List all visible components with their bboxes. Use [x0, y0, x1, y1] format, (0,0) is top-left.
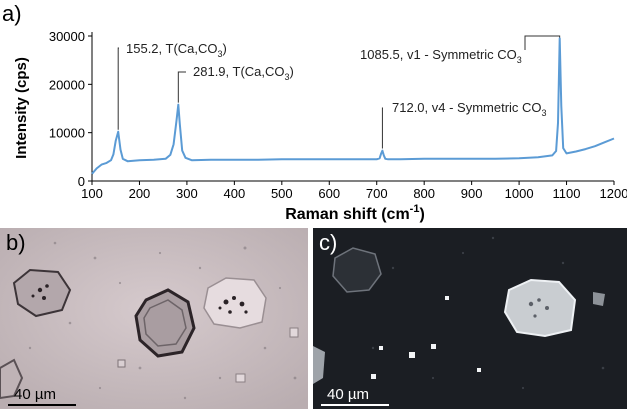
annotation-subscript: 3: [285, 72, 290, 82]
peak-annotation-label: 1085.5, v1 - Symmetric CO3: [360, 47, 522, 65]
scale-bar-label-c: 40 µm: [327, 386, 369, 403]
y-axis-label: Intensity (cps): [13, 57, 30, 159]
micrograph-b: b) 40 µm: [0, 228, 308, 409]
annotation-subscript: 3: [542, 108, 547, 118]
x-tick-label: 900: [461, 186, 483, 201]
tick-labels: 100 200 300 400 500 600 700 800 900 1000 1100 1200 0…: [49, 29, 627, 201]
y-tick-label: 20000: [49, 77, 85, 92]
scale-bar-c: [321, 404, 389, 406]
x-tick-label: 500: [271, 186, 293, 201]
spectrum-line-0: [91, 37, 615, 175]
x-tick-label: 100: [81, 186, 103, 201]
micrograph-b-image: [0, 228, 308, 409]
panel-label-b: b): [6, 230, 26, 255]
micrograph-c: c) 40 µm: [313, 228, 627, 409]
x-axis-label-end: ): [419, 206, 424, 223]
x-tick-label: 200: [129, 186, 151, 201]
peak-annotation-label: 281.9, T(Ca,CO3): [193, 64, 294, 82]
annotation-subscript: 3: [517, 55, 522, 65]
scale-bar-label-b: 40 µm: [14, 386, 56, 403]
spectrum-series: [91, 37, 615, 175]
annotation-subscript: 3: [218, 49, 223, 59]
peak-annotation-label: 712.0, v4 - Symmetric CO3: [392, 100, 547, 118]
annotation-leader: [524, 35, 561, 50]
annotation-text: 1085.5, v1 - Symmetric CO: [360, 47, 517, 62]
x-axis-label-sup: -1: [410, 203, 420, 215]
panel-label-a: a): [2, 1, 22, 26]
x-tick-label: 300: [176, 186, 198, 201]
annotation-end: ): [290, 64, 294, 79]
x-tick-label: 1200: [600, 186, 627, 201]
x-tick-label: 400: [224, 186, 246, 201]
x-tick-label: 700: [366, 186, 388, 201]
raman-spectrum-chart: a) 100 200 300 400 500 600 700 800 900 1000 1100 12…: [2, 1, 627, 223]
x-tick-label: 600: [318, 186, 340, 201]
peak-annotations: 155.2, T(Ca,CO3)281.9, T(Ca,CO3)712.0, v…: [117, 35, 561, 149]
annotation-text: 712.0, v4 - Symmetric CO: [392, 100, 542, 115]
x-tick-label: 1100: [553, 186, 581, 201]
x-tick-label: 800: [413, 186, 435, 201]
annotation-leader: [177, 71, 186, 103]
peak-annotation-label: 155.2, T(Ca,CO3): [126, 41, 227, 59]
x-axis-label-main: Raman shift (cm: [285, 206, 409, 223]
y-tick-label: 10000: [49, 126, 85, 141]
panel-label-c: c): [319, 230, 338, 255]
annotation-leader: [117, 47, 119, 130]
annotation-text: 155.2, T(Ca,CO: [126, 41, 218, 56]
annotation-text: 281.9, T(Ca,CO: [193, 64, 285, 79]
chart-axes: [91, 32, 614, 182]
y-tick-label: 0: [78, 174, 85, 189]
micrograph-c-image: [313, 228, 627, 409]
x-tick-label: 1000: [505, 186, 534, 201]
scale-bar-b: [8, 404, 76, 406]
x-axis-label: Raman shift (cm-1): [285, 203, 425, 223]
y-tick-label: 30000: [49, 29, 85, 44]
annotation-leader: [381, 107, 383, 149]
annotation-end: ): [223, 41, 227, 56]
